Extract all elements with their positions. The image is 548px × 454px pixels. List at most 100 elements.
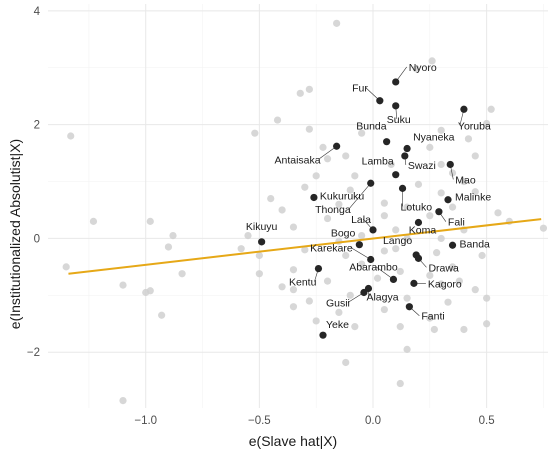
background-point <box>255 251 263 260</box>
background-point <box>333 19 341 27</box>
background-point <box>426 314 434 322</box>
background-point <box>358 260 366 268</box>
background-point <box>483 119 491 128</box>
background-point <box>244 231 252 240</box>
background-point <box>301 246 309 254</box>
background-points <box>62 19 548 405</box>
background-point <box>342 152 350 160</box>
labeled-point <box>444 196 452 204</box>
background-point <box>305 85 313 93</box>
background-point <box>346 186 354 194</box>
background-point <box>392 226 400 234</box>
labeled-point <box>398 184 407 192</box>
background-point <box>342 358 350 367</box>
background-point <box>169 231 177 240</box>
background-point <box>62 263 70 271</box>
background-point <box>178 270 186 278</box>
background-point <box>373 274 382 282</box>
fit-line <box>68 218 542 275</box>
label-connector <box>375 266 394 280</box>
background-point <box>403 234 411 243</box>
background-point <box>437 234 445 243</box>
background-point <box>305 297 313 305</box>
background-point <box>426 212 434 220</box>
labeled-point <box>310 193 318 202</box>
background-point <box>444 298 452 306</box>
labeled-point <box>392 78 400 86</box>
background-point <box>312 317 320 325</box>
background-point <box>455 277 463 285</box>
labeled-point <box>383 138 391 146</box>
labeled-point <box>392 171 400 179</box>
background-point <box>387 160 395 169</box>
labeled-point <box>355 241 363 249</box>
background-point <box>289 223 298 231</box>
background-point <box>448 203 457 211</box>
background-point <box>437 280 445 288</box>
labeled-point <box>319 331 327 339</box>
y-tick-label: −2 <box>27 347 40 359</box>
background-point <box>164 243 173 251</box>
point-label: Mao <box>455 174 476 186</box>
point-label: Lala <box>351 214 371 226</box>
background-point <box>396 379 404 388</box>
background-point <box>142 288 150 297</box>
point-label: Karekare <box>310 242 353 254</box>
labeled-point <box>369 226 377 234</box>
background-point <box>289 286 298 294</box>
point-label: Kagoro <box>428 278 462 290</box>
point-label: Suku <box>387 114 411 126</box>
background-point <box>437 126 445 134</box>
point-label: Abarambo <box>349 261 398 273</box>
labeled-point <box>405 303 413 311</box>
point-label: Drawa <box>428 262 459 274</box>
background-point <box>351 323 359 331</box>
point-label: Malinke <box>455 192 491 204</box>
background-point <box>289 303 298 311</box>
background-point <box>380 199 388 207</box>
background-point <box>335 200 343 208</box>
point-label: Yoruba <box>458 120 491 132</box>
background-point <box>396 267 404 276</box>
background-point <box>471 188 479 196</box>
background-point <box>426 271 434 280</box>
labeled-point <box>360 288 368 297</box>
grid-lines <box>48 4 548 408</box>
background-point <box>351 172 359 180</box>
background-point <box>494 209 502 217</box>
background-point <box>289 266 298 274</box>
background-point <box>346 291 354 299</box>
background-point <box>251 129 259 137</box>
x-tick-label: −0.5 <box>248 415 271 427</box>
x-axis-title: e(Slave hat|X) <box>249 433 337 449</box>
background-point <box>278 206 286 214</box>
background-point <box>460 325 468 334</box>
background-point <box>323 214 332 223</box>
background-point <box>296 89 304 97</box>
labeled-point <box>435 208 443 216</box>
background-point <box>312 172 320 180</box>
background-point <box>471 286 479 294</box>
background-point <box>412 65 420 73</box>
background-point <box>342 251 350 260</box>
labeled-point <box>410 279 418 287</box>
background-point <box>380 212 388 220</box>
labeled-point <box>414 218 423 227</box>
labeled-point <box>389 275 398 284</box>
background-point <box>255 270 263 278</box>
point-label: Koma <box>409 225 437 237</box>
background-point <box>380 247 388 255</box>
background-point <box>437 160 445 169</box>
point-label: Fur <box>352 83 368 95</box>
y-axis-title: e(Institutionalized Absolutist|X) <box>7 139 23 329</box>
labeled-points <box>258 78 468 339</box>
point-label: Thonga <box>315 204 351 216</box>
point-label: Kikuyu <box>246 221 278 233</box>
point-label: Bogo <box>331 228 356 240</box>
labeled-point <box>333 142 341 150</box>
background-point <box>464 135 473 143</box>
point-label: Alagya <box>366 292 398 304</box>
background-point <box>448 263 457 271</box>
label-connector <box>350 247 371 260</box>
label-connector <box>348 183 371 210</box>
